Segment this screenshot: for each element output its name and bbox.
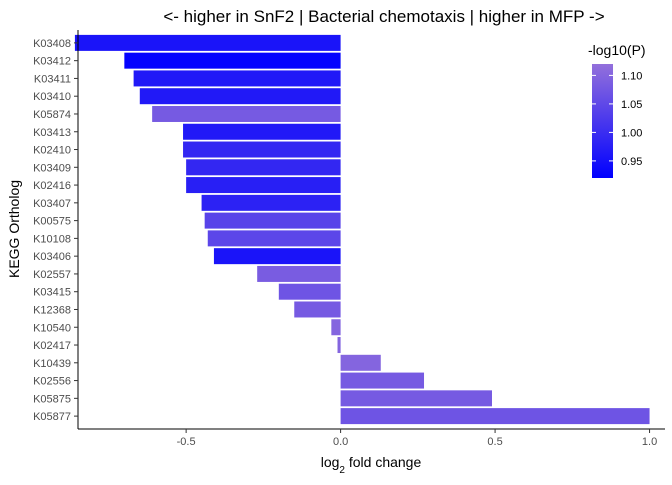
y-tick-label: K10439 xyxy=(33,358,71,370)
bar-K03412 xyxy=(124,52,341,69)
y-tick-label: K10108 xyxy=(33,233,71,245)
x-axis-title: log2 fold change xyxy=(321,454,422,476)
bar-K05875 xyxy=(340,390,492,407)
chart-title: <- higher in SnF2 | Bacterial chemotaxis… xyxy=(163,7,604,26)
bar-K03407 xyxy=(201,194,341,211)
y-tick-label: K02410 xyxy=(33,145,71,157)
y-tick-label: K02417 xyxy=(33,340,71,352)
x-tick-label: -0.5 xyxy=(177,436,196,448)
bar-K02556 xyxy=(340,372,425,389)
y-tick-label: K00575 xyxy=(33,216,71,228)
legend-tick-label: 1.00 xyxy=(621,127,642,139)
bar-K05877 xyxy=(340,408,650,425)
y-tick-label: K05874 xyxy=(33,109,71,121)
y-axis-title: KEGG Ortholog xyxy=(6,180,22,278)
bar-K02557 xyxy=(257,265,341,282)
legend-tick-label: 0.95 xyxy=(621,156,642,168)
y-tick-label: K03409 xyxy=(33,162,71,174)
bar-K03411 xyxy=(133,70,341,87)
legend-tick-label: 1.10 xyxy=(621,70,642,82)
bar-K10439 xyxy=(340,354,381,371)
y-axis-ticks: K03408 K03412 K03411 K03410 K05874 K03413 K024… xyxy=(33,38,78,423)
bar-K03408 xyxy=(74,34,341,51)
y-tick-label: K03413 xyxy=(33,127,71,139)
bar-K00575 xyxy=(204,212,341,229)
bar-K10108 xyxy=(207,230,341,247)
color-legend: -log10(P) 0.95 1.00 1.05 1.10 xyxy=(588,42,646,178)
plot-area xyxy=(74,34,650,425)
bar-K05874 xyxy=(152,105,341,122)
y-tick-label: K03408 xyxy=(33,38,71,50)
y-tick-label: K03412 xyxy=(33,56,71,68)
y-tick-label: K05877 xyxy=(33,411,71,423)
y-tick-label: K12368 xyxy=(33,304,71,316)
y-tick-label: K03415 xyxy=(33,287,71,299)
y-tick-label: K05875 xyxy=(33,393,71,405)
x-tick-label: 0.0 xyxy=(333,436,348,448)
y-tick-label: K03406 xyxy=(33,251,71,263)
bar-K02410 xyxy=(183,141,341,158)
y-tick-label: K03411 xyxy=(34,73,71,85)
bar-K03413 xyxy=(183,123,341,140)
y-tick-label: K02416 xyxy=(33,180,71,192)
x-tick-label: 1.0 xyxy=(642,436,657,448)
bar-K03410 xyxy=(139,88,341,105)
y-tick-label: K10540 xyxy=(33,322,71,334)
bar-K02417 xyxy=(337,337,341,354)
x-axis-ticks: -0.5 0.0 0.5 1.0 xyxy=(177,429,657,448)
x-tick-label: 0.5 xyxy=(487,436,502,448)
bar-K03406 xyxy=(213,248,341,265)
bar-K10540 xyxy=(331,319,341,336)
y-tick-label: K02557 xyxy=(33,269,71,281)
y-tick-label: K03407 xyxy=(33,198,71,210)
legend-colorbar xyxy=(592,64,613,178)
legend-title: -log10(P) xyxy=(588,42,646,58)
legend-tick-label: 1.05 xyxy=(621,99,642,111)
bar-K02416 xyxy=(186,177,341,194)
y-tick-label: K02556 xyxy=(33,376,71,388)
legend-ticks: 0.95 1.00 1.05 1.10 xyxy=(592,70,642,168)
bar-K03409 xyxy=(186,159,341,176)
y-tick-label: K03410 xyxy=(33,91,71,103)
bar-K12368 xyxy=(294,301,341,318)
bar-K03415 xyxy=(278,283,341,300)
